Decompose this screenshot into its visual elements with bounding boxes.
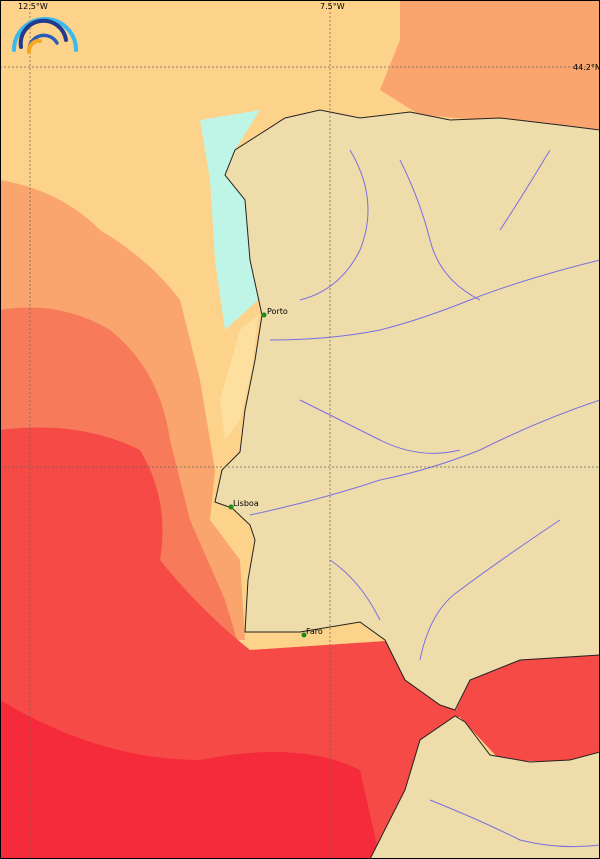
lat-label-top: 44.2°N xyxy=(573,63,600,72)
rainbow-arcs-logo xyxy=(12,17,78,54)
city-label: Lisboa xyxy=(233,499,259,508)
morocco-land xyxy=(369,715,600,859)
lon-label-right: 7.5°W xyxy=(320,2,345,11)
city-porto[interactable]: Porto xyxy=(261,307,288,318)
city-lisboa[interactable]: Lisboa xyxy=(228,499,259,510)
iberia-land xyxy=(214,109,600,711)
city-faro[interactable]: Faro xyxy=(301,627,323,638)
lon-label-left: 12.5°W xyxy=(18,2,48,11)
ocean-zone-hottest xyxy=(0,700,380,859)
mediterranean-zone xyxy=(455,655,600,762)
ocean-zone-pale-coastal xyxy=(220,315,258,440)
city-marker xyxy=(261,312,267,318)
ocean-zone-mid-north xyxy=(380,0,600,130)
city-marker xyxy=(301,632,307,638)
ocean-zone-cool-coastal xyxy=(200,110,260,330)
rivers xyxy=(249,149,600,848)
city-label: Porto xyxy=(267,307,288,316)
city-label: Faro xyxy=(306,627,323,636)
city-marker xyxy=(228,504,234,510)
